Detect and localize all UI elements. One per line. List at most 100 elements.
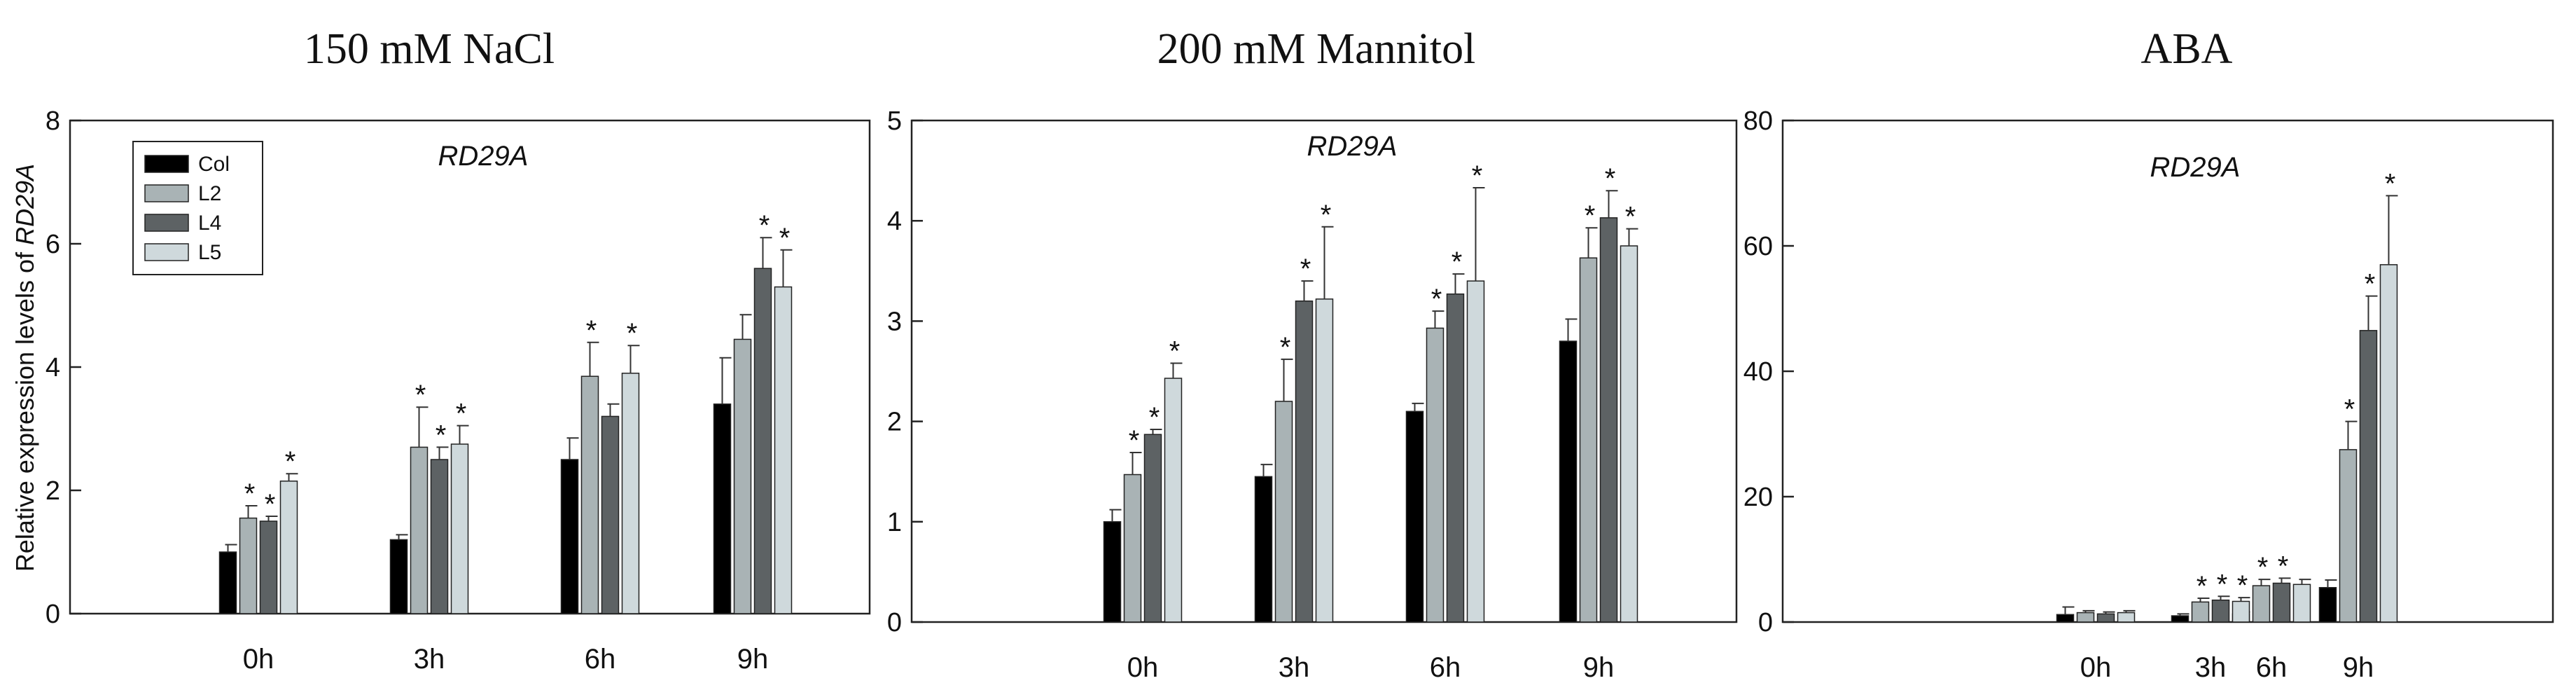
- bar-nacl-l5-3h: [450, 443, 469, 614]
- significance-mark-nacl-l2-0h: *: [244, 478, 256, 509]
- significance-mark-aba-l4-6h: *: [2278, 551, 2289, 581]
- bar-mannitol-l5-6h: [1466, 280, 1485, 623]
- gene-label-mannitol: RD29A: [1307, 131, 1398, 162]
- panel-title-mannitol: 200 mM Mannitol: [1157, 25, 1476, 73]
- significance-mark-nacl-l5-6h: *: [627, 318, 638, 349]
- bar-nacl-l5-6h: [621, 373, 640, 614]
- bar-mannitol-l2-6h: [1426, 327, 1444, 623]
- y-tick-label-nacl-2: 4: [46, 353, 60, 382]
- legend-label-l4: L4: [198, 212, 221, 235]
- y-tick-label-nacl-0: 0: [46, 600, 60, 629]
- y-tick-label-nacl-3: 6: [46, 230, 60, 259]
- bar-aba-l2-6h: [2252, 585, 2271, 623]
- bar-aba-l2-9h: [2339, 449, 2358, 623]
- bar-nacl-col-0h: [218, 551, 237, 614]
- significance-mark-nacl-l5-3h: *: [456, 399, 467, 429]
- bar-aba-l4-0h: [2096, 613, 2115, 623]
- y-axis-label: Relative expression levels of RD29A: [11, 164, 39, 572]
- bar-aba-l5-0h: [2117, 612, 2136, 623]
- bar-mannitol-l2-9h: [1579, 257, 1598, 623]
- bar-nacl-l5-0h: [279, 481, 298, 614]
- x-tick-label-nacl-1: 3h: [414, 644, 445, 675]
- bar-aba-l4-6h: [2272, 582, 2291, 623]
- y-tick-label-aba-1: 20: [1743, 483, 1773, 512]
- significance-mark-nacl-l2-3h: *: [415, 380, 426, 410]
- bar-mannitol-l4-9h: [1599, 217, 1618, 623]
- bar-aba-l2-0h: [2076, 612, 2095, 623]
- significance-mark-nacl-l5-9h: *: [779, 223, 791, 254]
- significance-mark-aba-l2-9h: *: [2344, 394, 2355, 425]
- y-tick-label-nacl-4: 8: [46, 106, 60, 136]
- significance-mark-aba-l2-3h: *: [2196, 571, 2208, 602]
- bar-mannitol-l5-9h: [1620, 245, 1638, 623]
- legend-swatch-l2: [144, 184, 189, 202]
- gene-label-aba: RD29A: [2150, 152, 2241, 183]
- x-tick-label-nacl-3: 9h: [737, 644, 769, 675]
- y-tick-label-aba-3: 60: [1743, 232, 1773, 261]
- bar-nacl-l2-0h: [239, 517, 258, 614]
- bar-nacl-l4-6h: [601, 415, 620, 614]
- y-tick-label-mannitol-2: 2: [887, 408, 902, 437]
- y-tick-label-mannitol-1: 1: [887, 508, 902, 537]
- significance-mark-aba-l4-3h: *: [2217, 569, 2228, 600]
- y-tick-label-aba-2: 40: [1743, 357, 1773, 387]
- plot-area-mannitol: 0 1 2 3 4 5 0h 3h 6h 9h * * * * * * * * * * * *: [887, 106, 1638, 683]
- x-tick-label-mannitol-0: 0h: [1127, 652, 1159, 683]
- significance-mark-aba-l5-3h: *: [2237, 570, 2248, 601]
- bar-mannitol-col-3h: [1254, 476, 1273, 623]
- significance-mark-mannitol-l4-9h: *: [1605, 163, 1616, 194]
- chart-panel-nacl: 150 mM NaCl Relative expression levels o…: [11, 25, 871, 675]
- significance-mark-mannitol-l5-0h: *: [1169, 336, 1181, 367]
- bar-nacl-l2-9h: [733, 338, 752, 614]
- y-tick-label-mannitol-0: 0: [887, 608, 902, 637]
- bar-mannitol-l5-3h: [1315, 298, 1334, 623]
- bar-mannitol-col-9h: [1559, 340, 1578, 623]
- bar-mannitol-l4-0h: [1143, 434, 1162, 623]
- bar-mannitol-l2-0h: [1123, 474, 1142, 623]
- bar-aba-l5-9h: [2379, 264, 2398, 623]
- significance-mark-mannitol-l2-3h: *: [1280, 332, 1291, 363]
- bar-mannitol-l2-3h: [1274, 401, 1293, 623]
- significance-mark-nacl-l5-0h: *: [285, 446, 296, 477]
- bar-aba-l4-9h: [2359, 330, 2378, 623]
- bar-nacl-l2-6h: [580, 375, 599, 614]
- bar-aba-l2-3h: [2191, 601, 2210, 623]
- x-tick-label-mannitol-2: 6h: [1430, 652, 1461, 683]
- x-tick-label-aba-1: 3h: [2195, 652, 2227, 683]
- legend-label-l5: L5: [198, 241, 221, 264]
- legend-swatch-l5: [144, 243, 189, 261]
- significance-mark-aba-l5-9h: *: [2385, 168, 2396, 199]
- bar-mannitol-col-0h: [1103, 521, 1122, 623]
- plot-frame-aba: [1781, 119, 2554, 623]
- bar-mannitol-l5-0h: [1164, 378, 1183, 623]
- bar-nacl-col-6h: [560, 459, 579, 614]
- significance-mark-nacl-l4-0h: *: [265, 489, 276, 520]
- y-tick-label-mannitol-3: 3: [887, 307, 902, 336]
- bar-aba-col-0h: [2056, 614, 2075, 623]
- y-tick-label-nacl-1: 2: [46, 476, 60, 506]
- significance-mark-mannitol-l2-9h: *: [1585, 200, 1596, 231]
- significance-mark-mannitol-l2-6h: *: [1431, 284, 1442, 315]
- significance-mark-mannitol-l2-0h: *: [1129, 425, 1140, 456]
- y-axis-label-gene: RD29A: [11, 164, 39, 245]
- plot-area-nacl: 0 2 4 6 8 0h 3h 6h 9h * * * * * * * * * *: [46, 106, 793, 675]
- bar-nacl-l2-3h: [410, 446, 429, 614]
- legend-swatch-col: [144, 155, 189, 173]
- bar-nacl-l4-0h: [259, 520, 278, 614]
- significance-mark-mannitol-l5-6h: *: [1472, 160, 1483, 191]
- bar-aba-l5-6h: [2292, 584, 2311, 623]
- x-tick-label-mannitol-3: 9h: [1583, 652, 1615, 683]
- significance-mark-nacl-l4-3h: *: [436, 420, 447, 450]
- bar-nacl-l5-9h: [774, 286, 793, 614]
- x-tick-label-aba-3: 9h: [2343, 652, 2374, 683]
- legend-label-l2: L2: [198, 182, 221, 205]
- significance-mark-nacl-l4-9h: *: [759, 210, 770, 241]
- significance-mark-aba-l4-9h: *: [2365, 269, 2376, 300]
- bar-nacl-l4-9h: [753, 268, 772, 614]
- x-tick-label-mannitol-1: 3h: [1279, 652, 1310, 683]
- y-tick-label-mannitol-5: 5: [887, 106, 902, 136]
- y-axis-label-prefix: Relative expression levels of: [11, 245, 39, 572]
- x-tick-label-nacl-2: 6h: [585, 644, 616, 675]
- significance-mark-mannitol-l4-6h: *: [1451, 247, 1463, 277]
- panel-title-nacl: 150 mM NaCl: [304, 25, 555, 73]
